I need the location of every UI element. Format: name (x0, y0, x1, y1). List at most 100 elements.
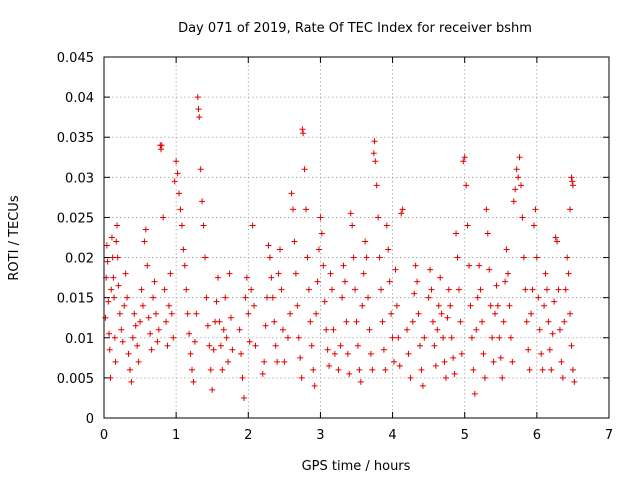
data-point (304, 254, 311, 261)
data-point (414, 278, 421, 285)
data-point (382, 366, 389, 373)
data-point (303, 206, 309, 213)
data-point (151, 278, 158, 285)
data-point (177, 206, 184, 213)
data-point (238, 350, 245, 357)
data-points (102, 94, 578, 401)
data-point (126, 366, 133, 373)
data-point (129, 334, 136, 341)
y-tick-label: 0 (86, 412, 94, 427)
data-point (346, 370, 353, 377)
data-point (113, 238, 120, 245)
data-point (383, 222, 390, 229)
x-tick-label: 0 (100, 428, 108, 443)
data-point (147, 330, 154, 337)
data-point (349, 222, 356, 229)
data-point (145, 314, 152, 321)
data-point (220, 326, 227, 333)
data-point (204, 322, 211, 329)
data-point (565, 270, 572, 277)
data-point (150, 294, 157, 301)
data-point (144, 262, 151, 269)
data-point (106, 330, 113, 337)
data-point (434, 326, 441, 333)
data-point (105, 298, 112, 305)
data-point (168, 310, 175, 317)
data-point (360, 270, 367, 277)
data-point (148, 346, 155, 353)
data-point (453, 230, 460, 237)
data-point (324, 346, 331, 353)
data-point (395, 334, 402, 341)
data-point (448, 334, 455, 341)
data-point (492, 310, 499, 317)
data-point (507, 334, 514, 341)
data-point (108, 234, 115, 241)
data-point (542, 270, 549, 277)
data-point (344, 350, 351, 357)
data-point (321, 298, 328, 305)
data-point (181, 262, 188, 269)
data-point (264, 294, 271, 301)
data-point (561, 318, 568, 325)
data-point (170, 334, 177, 341)
data-point (337, 342, 344, 349)
data-point (317, 214, 324, 221)
data-point (152, 310, 159, 317)
data-point (552, 234, 559, 241)
data-point (388, 310, 395, 317)
data-point (137, 318, 144, 325)
data-point (418, 366, 425, 373)
data-point (567, 206, 574, 213)
data-point (180, 246, 187, 253)
data-point (107, 374, 114, 381)
data-point (493, 282, 500, 289)
data-point (307, 318, 314, 325)
data-point (108, 286, 115, 293)
data-point (266, 254, 273, 261)
data-point (331, 350, 338, 357)
data-point (141, 238, 148, 245)
data-point (287, 310, 294, 317)
data-point (523, 318, 530, 325)
x-tick-label: 2 (244, 428, 252, 443)
data-point (124, 294, 131, 301)
data-point (441, 358, 448, 365)
tick-labels: 0 1 2 3 4 5 6 7 0 0.005 0.01 0.015 0.02 0.025 0.03 0.03… (57, 51, 613, 443)
data-point (111, 294, 118, 301)
data-point (176, 190, 183, 197)
data-point (467, 302, 474, 309)
data-point (380, 346, 387, 353)
data-point (385, 246, 392, 253)
data-point (178, 222, 185, 229)
data-point (357, 378, 364, 385)
data-point (461, 154, 468, 161)
data-point (464, 222, 471, 229)
data-point (365, 294, 372, 301)
grid-lines (104, 57, 609, 418)
data-point (546, 346, 553, 353)
data-point (437, 274, 444, 281)
data-point (102, 314, 109, 321)
data-point (340, 262, 347, 269)
data-point (155, 326, 162, 333)
data-point (119, 338, 126, 345)
data-point (210, 346, 217, 353)
data-point (187, 350, 194, 357)
data-point (318, 230, 325, 237)
data-point (223, 334, 230, 341)
data-point (428, 286, 435, 293)
data-point (200, 222, 207, 229)
data-point (539, 366, 546, 373)
data-point (109, 254, 116, 261)
data-point (249, 222, 256, 229)
data-point (272, 342, 279, 349)
data-point (184, 310, 191, 317)
data-point (343, 318, 350, 325)
data-point (315, 246, 322, 253)
data-point (541, 302, 548, 309)
data-point (160, 214, 167, 221)
data-point (352, 286, 359, 293)
data-point (197, 166, 204, 173)
data-point (163, 318, 170, 325)
